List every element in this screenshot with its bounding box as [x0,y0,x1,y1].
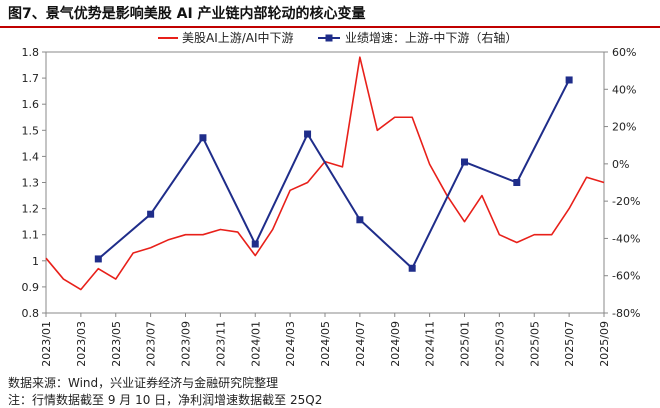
y-left-tick-label: 1.2 [22,203,40,216]
legend-label-ratio: 美股AI上游/AI中下游 [182,30,294,45]
y-right-tick-label: -60% [612,270,640,283]
y-right-tick-label: 40% [612,83,636,96]
title-bar: 图7、景气优势是影响美股 AI 产业链内部轮动的核心变量 [0,0,660,28]
x-tick-label: 2024/09 [389,321,402,367]
series-marker [304,130,312,138]
series-marker [513,179,521,186]
x-tick-label: 2024/11 [424,321,437,367]
series-marker [461,158,468,166]
series-marker [94,255,102,263]
y-left-tick-label: 1.8 [22,46,40,59]
y-left-tick-label: 1.4 [22,150,40,163]
footer-note: 注：行情数据截至 9 月 10 日，净利润增速数据截至 25Q2 [8,393,323,407]
series-line-ratio [45,56,605,291]
y-right-tick-label: -20% [612,195,640,208]
chart-title: 图7、景气优势是影响美股 AI 产业链内部轮动的核心变量 [8,6,366,22]
legend-marker-growth [325,34,333,42]
series-marker [251,240,259,248]
y-left-tick-label: 1 [32,255,39,268]
x-tick-label: 2023/01 [40,321,53,367]
x-tick-label: 2023/05 [110,321,123,367]
x-tick-label: 2023/09 [180,321,193,367]
series-marker [147,210,155,218]
x-tick-label: 2025/05 [528,321,541,367]
x-tick-label: 2024/07 [354,321,367,367]
series-marker [565,76,573,84]
legend-label-growth: 业绩增速：上游-中下游（右轴） [345,30,517,45]
footer-source: 数据来源：Wind，兴业证券经济与金融研究院整理 [8,376,279,390]
y-left-tick-label: 1.6 [22,98,40,111]
y-right-tick-label: 60% [612,46,636,59]
y-left-tick-label: 0.9 [22,281,40,294]
y-right-tick-label: 20% [612,121,636,134]
x-tick-label: 2023/07 [145,321,158,367]
chart-svg: 0.8 0.9 1 1.1 1.2 1.3 1.4 1.5 1.6 1.7 1.8 60% 40% 20%… [22,30,641,367]
y-right-tick-label: -80% [612,307,640,320]
series-marker [199,134,207,142]
y-left-tick-label: 1.7 [22,72,40,85]
series-marker [356,216,364,224]
series-line-growth [97,79,571,270]
x-tick-label: 2025/01 [459,321,472,367]
x-tick-label: 2024/05 [319,321,332,367]
y-right-tick-label: 0% [612,158,629,171]
x-tick-label: 2023/03 [75,321,88,367]
y-left-tick-label: 0.8 [22,307,40,320]
x-tick-label: 2024/01 [249,321,262,367]
y-right-tick-label: -40% [612,232,640,245]
x-tick-label: 2024/03 [284,321,297,367]
x-tick-label: 2025/09 [598,321,611,367]
x-tick-label: 2025/07 [563,321,576,367]
x-tick-label: 2023/11 [214,321,227,367]
y-left-tick-label: 1.3 [22,177,40,190]
series-marker [408,264,416,272]
y-left-tick-label: 1.1 [22,229,40,242]
y-left-tick-label: 1.5 [22,124,40,137]
x-tick-label: 2025/03 [493,321,506,367]
